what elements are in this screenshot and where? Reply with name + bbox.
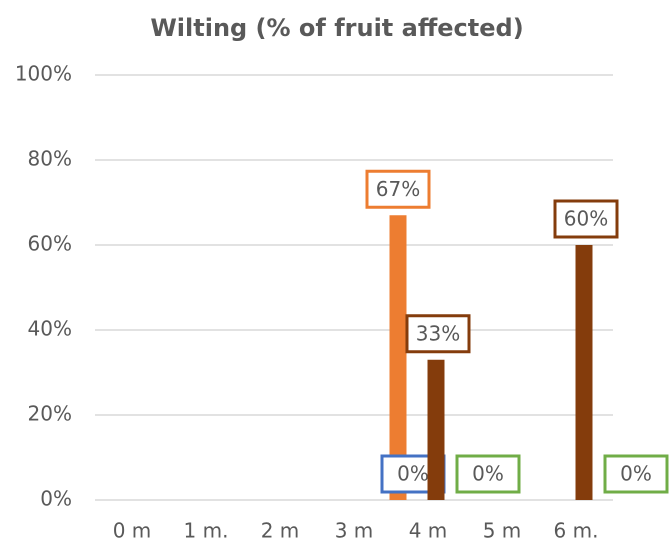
data-label: 33% xyxy=(416,321,460,345)
y-tick-label: 20% xyxy=(28,402,72,426)
data-label: 0% xyxy=(397,462,429,486)
y-tick-label: 0% xyxy=(40,487,72,511)
x-tick-label: 3 m xyxy=(335,519,374,543)
x-tick-label: 4 m xyxy=(409,519,448,543)
data-label-box xyxy=(365,169,431,209)
y-tick-label: 100% xyxy=(15,62,72,86)
bar xyxy=(389,215,407,500)
data-label: 0% xyxy=(620,462,652,486)
chart-title: Wilting (% of fruit affected) xyxy=(150,14,523,42)
x-tick-label: 5 m xyxy=(483,519,522,543)
x-tick-label: 6 m. xyxy=(554,519,599,543)
x-tick-label: 2 m xyxy=(261,519,300,543)
x-tick-label: 0 m xyxy=(113,519,152,543)
data-label: 0% xyxy=(472,462,504,486)
data-label: 67% xyxy=(376,177,420,201)
data-label: 60% xyxy=(564,207,608,231)
x-tick-label: 1 m. xyxy=(184,519,229,543)
data-label-box xyxy=(603,454,669,494)
y-tick-label: 60% xyxy=(28,232,72,256)
data-label-box xyxy=(405,314,471,354)
bar xyxy=(427,359,445,500)
y-tick-label: 40% xyxy=(28,317,72,341)
data-label-box xyxy=(455,454,521,494)
y-tick-label: 80% xyxy=(28,147,72,171)
data-label-box xyxy=(553,199,619,239)
bar xyxy=(575,245,593,500)
